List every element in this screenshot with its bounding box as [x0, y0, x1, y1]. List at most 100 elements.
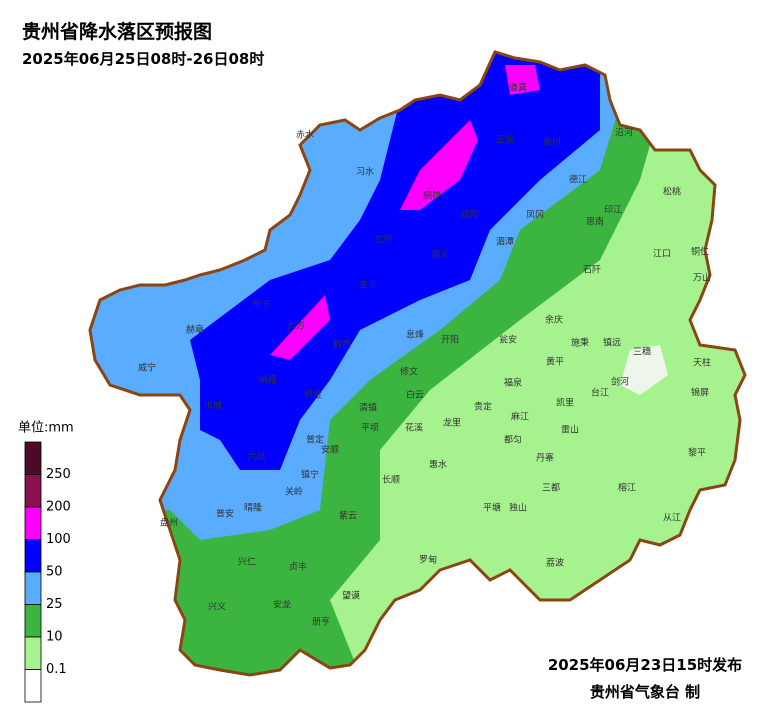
place-label: 镇宁: [301, 469, 319, 481]
place-label: 铜仁: [691, 246, 709, 258]
legend-swatch: [24, 669, 42, 703]
place-label: 剑河: [611, 376, 629, 388]
place-label: 平坝: [361, 423, 379, 434]
place-label: 息烽: [406, 329, 424, 341]
place-label: 余庆: [545, 314, 563, 326]
place-label: 贞丰: [289, 561, 307, 573]
place-label: 安顺: [321, 444, 339, 456]
place-label: 六枝: [248, 451, 266, 463]
place-label: 道真: [509, 82, 527, 94]
legend-swatch: [24, 506, 42, 540]
place-label: 榕江: [618, 482, 636, 494]
place-label: 望谟: [342, 590, 360, 602]
place-label: 沿河: [615, 127, 633, 139]
legend-label: 250: [46, 467, 71, 482]
place-label: 三都: [542, 483, 560, 494]
place-label: 贵定: [474, 401, 492, 413]
place-label: 习水: [356, 166, 374, 178]
area-heavy-rainstorm: [400, 120, 478, 210]
place-label: 毕节: [253, 299, 271, 311]
place-label: 兴仁: [238, 556, 256, 568]
legend-label: 25: [46, 597, 63, 612]
legend-swatch: [24, 441, 42, 475]
map-title: 贵州省降水落区预报图: [22, 20, 212, 43]
place-label: 镇远: [603, 337, 621, 349]
place-label: 桐梓: [423, 190, 441, 202]
legend-swatch: [24, 636, 42, 670]
place-label: 正安: [496, 134, 514, 146]
place-label: 绥阳: [461, 210, 479, 221]
place-label: 晴隆: [244, 502, 262, 514]
place-label: 黄平: [546, 356, 564, 368]
place-label: 纳雍: [259, 374, 277, 386]
place-label: 台江: [591, 387, 609, 399]
place-label: 荔波: [546, 557, 564, 569]
area-no-rain: [620, 345, 668, 395]
place-label: 思南: [586, 216, 604, 228]
place-label: 关岭: [285, 486, 303, 498]
place-label: 丹寨: [536, 452, 554, 464]
place-label: 长顺: [382, 474, 400, 486]
legend-swatch: [24, 474, 42, 508]
legend-swatch: [24, 571, 42, 605]
legend-label: 10: [46, 630, 63, 645]
place-label: 普定: [306, 434, 324, 446]
place-label: 从江: [663, 513, 681, 524]
map-subtitle: 2025年06月25日08时-26日08时: [22, 50, 264, 68]
area-rainstorm: [190, 52, 600, 470]
area-heavy-rainstorm: [270, 295, 330, 360]
place-label: 罗甸: [419, 554, 437, 566]
place-label: 清镇: [359, 402, 377, 414]
place-label: 施秉: [571, 337, 589, 349]
place-label: 江口: [653, 249, 671, 260]
place-label: 仁怀: [375, 234, 393, 246]
place-label: 花溪: [405, 422, 423, 434]
place-label: 遵义: [431, 249, 449, 261]
place-label: 大方: [287, 320, 305, 332]
place-label: 雷山: [561, 425, 579, 436]
issue-time: 2025年06月23日15时发布: [548, 656, 742, 674]
place-label: 独山: [509, 502, 527, 514]
place-label: 都匀: [504, 434, 522, 446]
place-label: 兴义: [208, 602, 226, 613]
place-label: 盘州: [160, 517, 178, 529]
legend-label: 100: [46, 532, 71, 547]
place-label: 瓮安: [499, 334, 517, 346]
place-label: 惠水: [429, 459, 447, 471]
legend-swatch: [24, 539, 42, 573]
place-label: 万山: [693, 273, 711, 284]
place-label: 石阡: [583, 265, 601, 276]
place-label: 黎平: [688, 447, 706, 459]
place-label: 威宁: [138, 362, 156, 374]
place-label: 凤冈: [526, 210, 544, 221]
place-label: 开阳: [441, 335, 459, 346]
place-label: 龙里: [443, 417, 461, 429]
place-label: 册亨: [312, 616, 330, 628]
place-label: 松桃: [663, 186, 681, 198]
place-label: 水城: [204, 400, 222, 412]
legend-label: 200: [46, 500, 71, 515]
place-label: 普安: [216, 508, 234, 520]
area-heavy-rainstorm: [505, 65, 540, 95]
place-label: 白云: [406, 389, 424, 401]
legend-label: 50: [46, 565, 63, 580]
place-label: 湄潭: [496, 237, 514, 248]
place-label: 福泉: [504, 377, 522, 389]
place-label: 平塘: [483, 502, 501, 514]
place-label: 安龙: [273, 599, 291, 611]
legend-swatch: [24, 604, 42, 638]
place-label: 修文: [400, 366, 418, 378]
legend: 250 200 100 50 25 10 0.1: [24, 441, 71, 703]
place-label: 锦屏: [691, 387, 709, 399]
place-label: 务川: [543, 136, 561, 148]
place-label: 三穗: [633, 346, 651, 358]
place-label: 紫云: [339, 511, 357, 522]
place-label: 麻江: [511, 411, 529, 423]
place-label: 金沙: [359, 279, 377, 291]
agency: 贵州省气象台 制: [590, 683, 700, 701]
place-label: 印江: [604, 204, 622, 216]
place-label: 德江: [569, 174, 587, 186]
